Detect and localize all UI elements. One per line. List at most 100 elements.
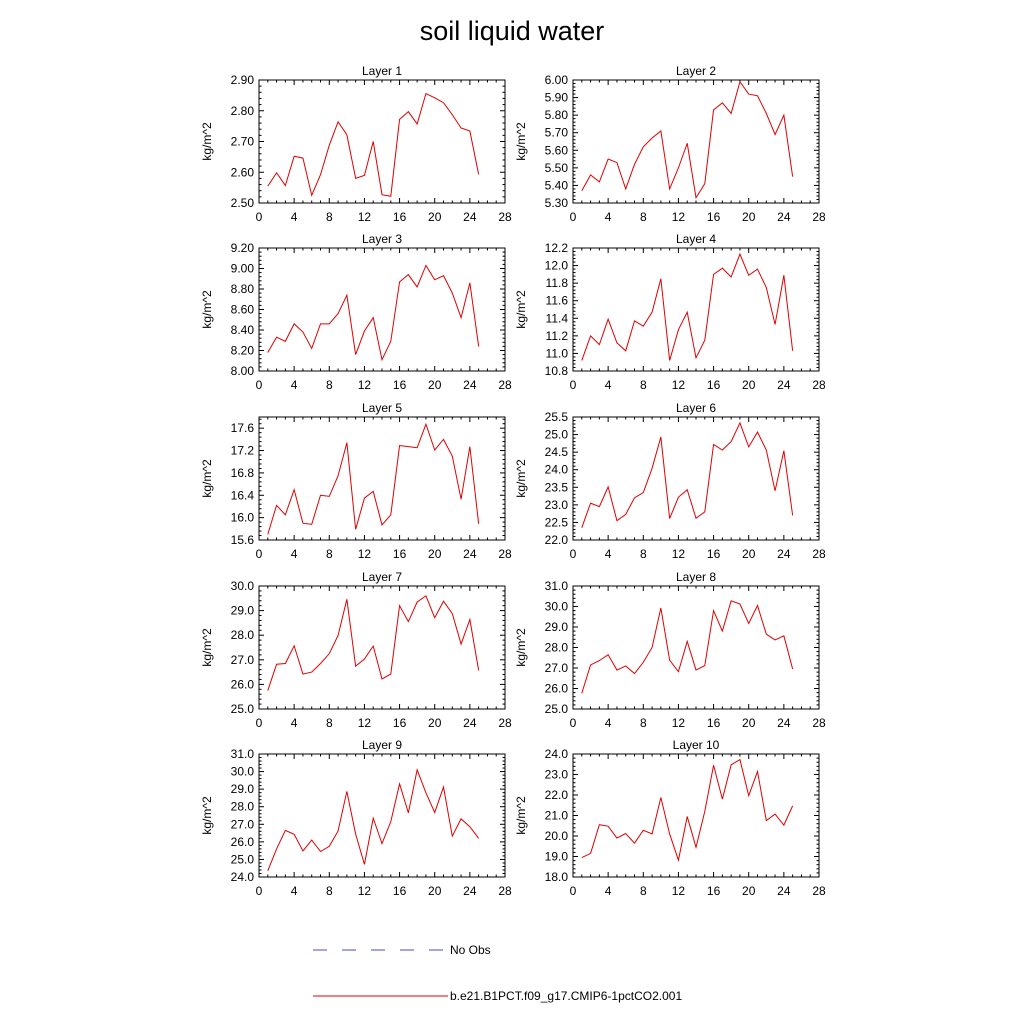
- y-tick-label: 21.0: [545, 809, 569, 823]
- panel-layer-8: Layer 8 0 4 8 12 16 20 24 28 25.0 26.0 27.0 28.0 29.0…: [514, 570, 826, 730]
- x-tick-label: 8: [640, 884, 647, 898]
- x-tick-label: 4: [605, 884, 612, 898]
- panel-title-layer-6: Layer 6: [676, 401, 716, 415]
- x-tick-label: 16: [393, 716, 407, 730]
- y-tick-label: 16.4: [231, 488, 255, 502]
- y-tick-label: 29.0: [231, 604, 255, 618]
- x-tick-label: 16: [393, 378, 407, 392]
- y-tick-label: 5.60: [545, 143, 569, 157]
- x-tick-label: 8: [326, 884, 333, 898]
- y-tick-label: 10.8: [545, 364, 569, 378]
- y-tick-label: 9.00: [231, 262, 255, 276]
- x-tick-label: 24: [463, 210, 477, 224]
- x-tick-label: 20: [428, 210, 442, 224]
- y-tick-label: 30.0: [545, 600, 569, 614]
- y-axis-label-layer-5: kg/m^2: [200, 459, 214, 498]
- x-tick-label: 24: [463, 547, 477, 561]
- y-tick-label: 24.5: [545, 445, 569, 459]
- x-tick-label: 4: [291, 716, 298, 730]
- y-tick-label: 26.0: [231, 677, 255, 691]
- x-tick-label: 12: [672, 547, 686, 561]
- x-tick-label: 8: [326, 210, 333, 224]
- y-tick-label: 8.80: [231, 282, 255, 296]
- y-tick-label: 28.0: [231, 800, 255, 814]
- y-tick-label: 5.40: [545, 178, 569, 192]
- y-tick-label: 30.0: [231, 579, 255, 593]
- plot-frame-layer-2: [572, 79, 820, 204]
- y-tick-label: 31.0: [231, 747, 255, 761]
- legend: No Obs b.e21.B1PCT.f09_g17.CMIP6-1pctCO2…: [313, 943, 682, 1003]
- x-tick-label: 0: [570, 210, 577, 224]
- y-tick-label: 8.20: [231, 344, 255, 358]
- y-tick-label: 25.0: [231, 852, 255, 866]
- x-tick-label: 28: [812, 716, 826, 730]
- y-tick-label: 26.0: [231, 835, 255, 849]
- y-tick-label: 27.0: [231, 817, 255, 831]
- x-tick-label: 8: [326, 547, 333, 561]
- x-tick-label: 28: [812, 210, 826, 224]
- x-tick-label: 28: [498, 547, 512, 561]
- series-line-layer-1: [267, 92, 480, 197]
- y-tick-label: 24.0: [545, 747, 569, 761]
- x-tick-label: 8: [326, 378, 333, 392]
- y-tick-label: 22.0: [545, 788, 569, 802]
- x-tick-label: 0: [256, 210, 263, 224]
- panel-title-layer-9: Layer 9: [362, 738, 402, 752]
- y-tick-label: 26.0: [545, 682, 569, 696]
- x-tick-label: 28: [498, 210, 512, 224]
- y-tick-label: 2.60: [231, 165, 255, 179]
- y-tick-label: 11.2: [546, 329, 569, 343]
- y-tick-label: 27.0: [545, 661, 569, 675]
- y-tick-label: 30.0: [231, 765, 255, 779]
- plot-frame-layer-4: [572, 247, 820, 372]
- x-tick-label: 4: [605, 378, 612, 392]
- x-tick-label: 8: [640, 716, 647, 730]
- x-tick-label: 16: [707, 884, 721, 898]
- x-tick-label: 20: [428, 378, 442, 392]
- x-tick-label: 4: [291, 210, 298, 224]
- panel-layer-4: Layer 4 0 4 8 12 16 20 24 28 10.8 11.0 11.2 11.4 11.6…: [514, 232, 826, 392]
- x-tick-label: 16: [707, 378, 721, 392]
- panel-layer-6: Layer 6 0 4 8 12 16 20 24 28 22.0 22.5 23.0 23.5 24.0…: [514, 401, 826, 561]
- y-tick-label: 25.0: [545, 702, 569, 716]
- x-tick-label: 4: [291, 547, 298, 561]
- plot-frame-layer-8: [572, 585, 820, 710]
- y-tick-label: 15.6: [231, 533, 255, 547]
- y-tick-label: 23.0: [545, 498, 569, 512]
- y-axis-label-layer-6: kg/m^2: [514, 459, 528, 498]
- y-tick-label: 12.0: [545, 259, 569, 273]
- y-tick-label: 25.0: [545, 428, 569, 442]
- x-tick-label: 20: [428, 884, 442, 898]
- y-tick-label: 29.0: [231, 782, 255, 796]
- panel-layer-10: Layer 10 0 4 8 12 16 20 24 28 18.0 19.0 20.0 21.0 22.…: [514, 738, 826, 898]
- y-tick-label: 8.00: [231, 364, 255, 378]
- y-tick-label: 16.0: [231, 511, 255, 525]
- y-tick-label: 5.30: [545, 196, 569, 210]
- plot-frame-layer-6: [572, 416, 820, 541]
- panel-title-layer-10: Layer 10: [673, 738, 720, 752]
- y-axis-label-layer-8: kg/m^2: [514, 628, 528, 667]
- x-tick-label: 24: [777, 716, 791, 730]
- x-tick-label: 12: [672, 884, 686, 898]
- y-tick-label: 28.0: [545, 641, 569, 655]
- x-tick-label: 0: [256, 378, 263, 392]
- x-tick-label: 12: [358, 884, 372, 898]
- x-tick-label: 0: [570, 378, 577, 392]
- x-tick-label: 0: [570, 884, 577, 898]
- series-line-layer-9: [267, 768, 480, 872]
- plot-frame-layer-7: [258, 585, 506, 710]
- y-axis-label-layer-1: kg/m^2: [200, 122, 214, 161]
- series-line-layer-10: [581, 758, 794, 863]
- plot-frame-layer-1: [258, 79, 506, 204]
- y-axis-label-layer-2: kg/m^2: [514, 122, 528, 161]
- plot-frame-layer-9: [258, 753, 506, 878]
- plot-frame-layer-10: [572, 753, 820, 878]
- y-tick-label: 6.00: [545, 73, 569, 87]
- y-tick-label: 8.60: [231, 303, 255, 317]
- x-tick-label: 16: [393, 210, 407, 224]
- y-tick-label: 11.6: [546, 294, 569, 308]
- x-tick-label: 12: [358, 547, 372, 561]
- x-tick-label: 8: [640, 210, 647, 224]
- x-tick-label: 24: [777, 884, 791, 898]
- y-axis-label-layer-7: kg/m^2: [200, 628, 214, 667]
